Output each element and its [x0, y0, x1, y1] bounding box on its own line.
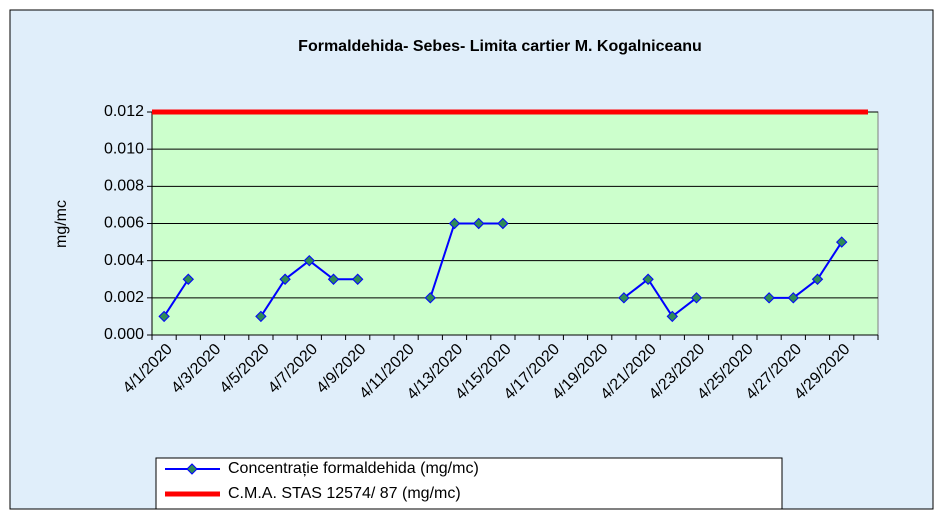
- y-axis-label: mg/mc: [53, 200, 70, 248]
- data-point: [448, 217, 461, 230]
- data-point: [497, 217, 509, 230]
- data-point: [255, 310, 267, 323]
- data-point: [787, 292, 800, 304]
- y-tick-label: 0.004: [104, 252, 144, 269]
- y-tick-label: 0.006: [104, 215, 144, 232]
- legend-marker: [186, 463, 198, 475]
- y-tick-label: 0.000: [104, 326, 144, 343]
- legend-box: [155, 457, 783, 510]
- data-point: [811, 273, 824, 285]
- data-point: [327, 273, 340, 285]
- data-point: [424, 292, 437, 304]
- data-point: [472, 217, 485, 230]
- data-point: [618, 292, 630, 304]
- data-point: [351, 273, 364, 285]
- data-point: [690, 292, 703, 304]
- data-point: [763, 292, 775, 304]
- y-tick-label: 0.002: [104, 289, 144, 306]
- data-point: [158, 310, 170, 323]
- legend-label: C.M.A. STAS 12574/ 87 (mg/mc): [228, 485, 461, 502]
- data-point: [182, 273, 195, 285]
- y-tick-label: 0.012: [104, 103, 144, 120]
- chart-title: Formaldehida- Sebes- Limita cartier M. K…: [298, 38, 702, 55]
- y-tick-label: 0.010: [104, 140, 144, 157]
- data-point: [642, 273, 654, 285]
- data-point: [303, 254, 316, 267]
- data-point: [666, 310, 679, 323]
- data-point: [279, 273, 291, 285]
- data-point: [835, 236, 848, 248]
- legend-label: Concentrație formaldehida (mg/mc): [228, 460, 479, 477]
- y-tick-label: 0.008: [104, 178, 144, 195]
